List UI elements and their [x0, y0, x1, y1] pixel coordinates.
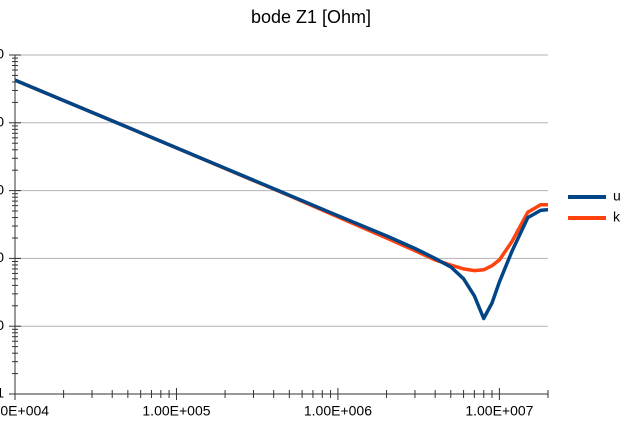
- y-tick-label: 1: [0, 385, 4, 401]
- chart-title: bode Z1 [Ohm]: [251, 7, 371, 27]
- y-tick-label: 10: [0, 317, 4, 333]
- x-tick-label: 1.00E+007: [465, 403, 533, 419]
- legend-label: u: [613, 188, 621, 204]
- y-tick-label: 100: [0, 249, 4, 265]
- legend-label: k: [613, 209, 621, 225]
- x-tick-label: 1.00E+006: [304, 403, 372, 419]
- x-tick-label: 1.00E+004: [0, 403, 49, 419]
- x-tick-label: 1.00E+005: [142, 403, 210, 419]
- series-line: [14, 78, 548, 273]
- series-line: [14, 78, 549, 321]
